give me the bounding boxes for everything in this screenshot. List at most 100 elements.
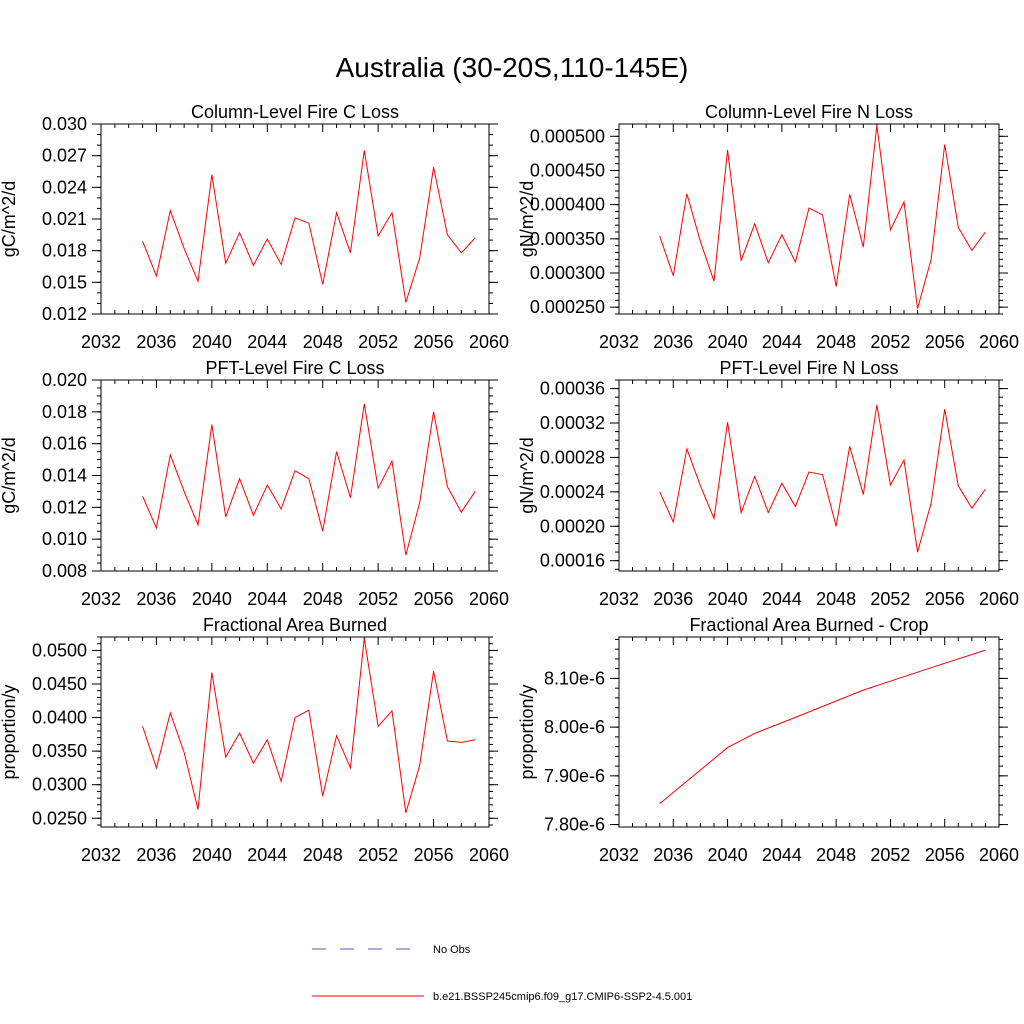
y-tick-label: 0.00020 xyxy=(540,516,605,536)
x-tick-label: 2056 xyxy=(925,589,965,609)
x-tick-label: 2048 xyxy=(816,589,856,609)
y-tick-label: 0.0350 xyxy=(32,741,87,761)
x-tick-label: 2056 xyxy=(414,589,454,609)
y-tick-label: 7.90e-6 xyxy=(544,766,605,786)
x-tick-label: 2032 xyxy=(81,845,121,865)
y-tick-label: 0.00032 xyxy=(540,413,605,433)
plot-frame xyxy=(100,636,490,828)
plot-frame xyxy=(618,123,1000,315)
series-line-1 xyxy=(142,150,476,303)
series-line-1 xyxy=(659,125,986,309)
y-tick-label: 0.010 xyxy=(42,529,87,549)
y-tick-label: 0.000400 xyxy=(530,195,605,215)
y-tick-label: 0.0450 xyxy=(32,674,87,694)
y-tick-label: 0.012 xyxy=(42,304,87,324)
x-tick-label: 2056 xyxy=(925,845,965,865)
legend: No Obs b.e21.BSSP245cmip6.f09_g17.CMIP6-… xyxy=(312,944,692,1003)
chart-panels: Column-Level Fire C Loss gC/m^2/d 2032 2036… xyxy=(0,102,1019,865)
x-tick-label: 2044 xyxy=(762,845,802,865)
x-tick-label: 2048 xyxy=(303,332,343,352)
y-axis-label: proportion/y xyxy=(0,684,19,779)
x-tick-label: 2036 xyxy=(653,845,693,865)
x-tick-label: 2044 xyxy=(247,332,287,352)
y-tick-label: 0.00024 xyxy=(540,482,605,502)
x-tick-label: 2048 xyxy=(303,845,343,865)
panel-title: Column-Level Fire N Loss xyxy=(705,102,913,122)
x-tick-label: 2048 xyxy=(816,845,856,865)
chart-panel-6: Fractional Area Burned - Crop proportion/… xyxy=(517,615,1019,865)
x-tick-label: 2044 xyxy=(247,845,287,865)
x-tick-label: 2044 xyxy=(762,332,802,352)
x-tick-label: 2040 xyxy=(192,589,232,609)
figure-title: Australia (30-20S,110-145E) xyxy=(336,52,689,83)
series-line-1 xyxy=(659,649,986,805)
y-tick-label: 0.000250 xyxy=(530,297,605,317)
x-tick-label: 2052 xyxy=(870,589,910,609)
y-tick-label: 0.000350 xyxy=(530,229,605,249)
x-tick-label: 2060 xyxy=(469,589,509,609)
chart-panel-2: Column-Level Fire N Loss gN/m^2/d 2032 2036… xyxy=(517,102,1019,352)
y-tick-label: 0.027 xyxy=(42,146,87,166)
y-tick-label: 0.000300 xyxy=(530,263,605,283)
plot-frame xyxy=(618,636,1000,828)
y-tick-label: 0.00016 xyxy=(540,551,605,571)
chart-panel-4: PFT-Level Fire N Loss gN/m^2/d 2032 2036 204… xyxy=(517,358,1019,609)
panel-title: PFT-Level Fire N Loss xyxy=(719,358,898,378)
y-axis-label: proportion/y xyxy=(517,684,537,779)
chart-panel-5: Fractional Area Burned proportion/y 2032 20… xyxy=(0,615,509,865)
y-tick-label: 0.00028 xyxy=(540,447,605,467)
y-tick-label: 0.012 xyxy=(42,497,87,517)
x-tick-label: 2040 xyxy=(708,332,748,352)
y-axis-label: gN/m^2/d xyxy=(517,181,537,257)
series-line-1 xyxy=(142,638,476,814)
x-tick-label: 2040 xyxy=(708,845,748,865)
x-tick-label: 2048 xyxy=(303,589,343,609)
x-tick-label: 2060 xyxy=(469,332,509,352)
panel-title: PFT-Level Fire C Loss xyxy=(205,358,384,378)
y-tick-label: 0.020 xyxy=(42,370,87,390)
y-tick-label: 0.008 xyxy=(42,561,87,581)
x-tick-label: 2040 xyxy=(708,589,748,609)
y-tick-label: 0.0250 xyxy=(32,808,87,828)
panel-title: Column-Level Fire C Loss xyxy=(191,102,399,122)
x-tick-label: 2032 xyxy=(81,332,121,352)
x-tick-label: 2036 xyxy=(653,332,693,352)
x-tick-label: 2056 xyxy=(414,845,454,865)
x-tick-label: 2032 xyxy=(599,332,639,352)
y-tick-label: 0.021 xyxy=(42,209,87,229)
legend-label-no-obs: No Obs xyxy=(433,944,471,956)
y-tick-label: 0.024 xyxy=(42,177,87,197)
chart-panel-3: PFT-Level Fire C Loss gC/m^2/d 2032 2036 204… xyxy=(0,358,509,609)
y-axis-label: gC/m^2/d xyxy=(0,437,19,513)
y-tick-label: 0.015 xyxy=(42,272,87,292)
x-tick-label: 2056 xyxy=(414,332,454,352)
legend-label-model-run: b.e21.BSSP245cmip6.f09_g17.CMIP6-SSP2-4.… xyxy=(433,991,692,1003)
x-tick-label: 2052 xyxy=(358,589,398,609)
x-tick-label: 2060 xyxy=(979,845,1019,865)
y-tick-label: 0.00036 xyxy=(540,379,605,399)
y-tick-label: 0.016 xyxy=(42,434,87,454)
x-tick-label: 2060 xyxy=(469,845,509,865)
x-tick-label: 2056 xyxy=(925,332,965,352)
y-tick-label: 0.018 xyxy=(42,241,87,261)
x-tick-label: 2032 xyxy=(599,589,639,609)
panel-title: Fractional Area Burned xyxy=(203,615,387,635)
x-tick-label: 2048 xyxy=(816,332,856,352)
x-tick-label: 2044 xyxy=(762,589,802,609)
plot-frame xyxy=(618,379,1000,572)
x-tick-label: 2052 xyxy=(358,332,398,352)
x-tick-label: 2032 xyxy=(81,589,121,609)
x-tick-label: 2052 xyxy=(358,845,398,865)
x-tick-label: 2060 xyxy=(979,332,1019,352)
x-tick-label: 2036 xyxy=(136,332,176,352)
y-tick-label: 8.10e-6 xyxy=(544,668,605,688)
plot-frame xyxy=(100,379,490,572)
x-tick-label: 2044 xyxy=(247,589,287,609)
y-tick-label: 0.0500 xyxy=(32,640,87,660)
y-tick-label: 0.030 xyxy=(42,114,87,134)
y-tick-label: 0.000500 xyxy=(530,126,605,146)
series-line-1 xyxy=(142,403,476,556)
x-tick-label: 2052 xyxy=(870,332,910,352)
y-tick-label: 0.0400 xyxy=(32,708,87,728)
